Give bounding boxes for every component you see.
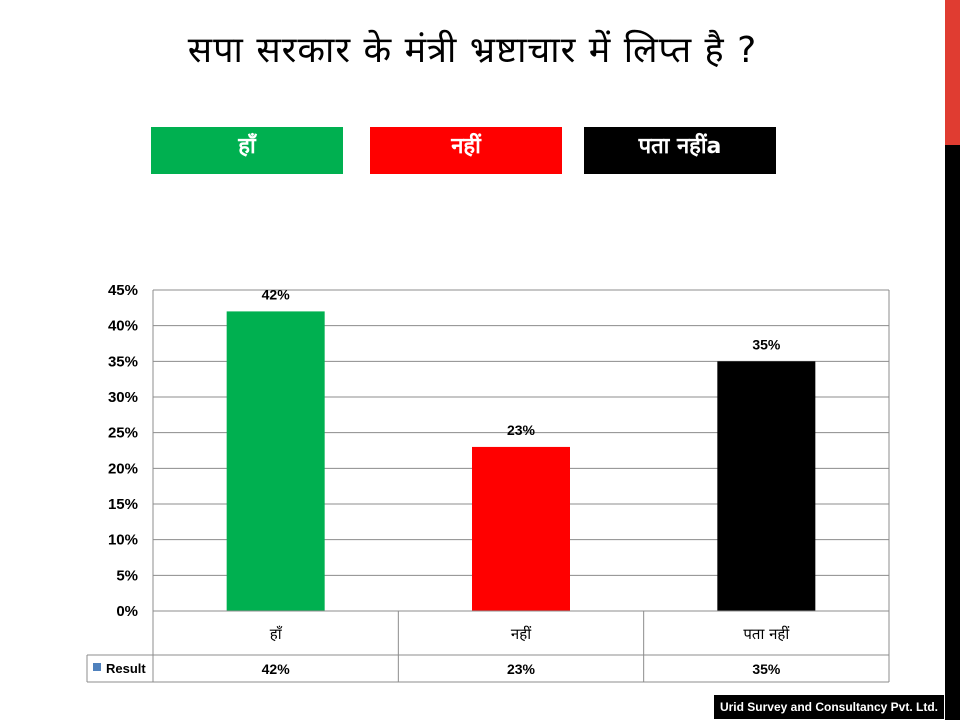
edge-accent-red	[945, 0, 960, 145]
bar	[226, 311, 325, 611]
bar-data-label: 35%	[752, 336, 781, 352]
table-legend-label: Result	[106, 661, 146, 676]
table-legend-key	[93, 663, 101, 671]
slide-title: सपा सरकार के मंत्री भ्रष्टाचार में लिप्त…	[187, 30, 758, 71]
bar-data-label: 42%	[262, 286, 291, 302]
table-value: 42%	[262, 661, 291, 677]
y-tick-label: 0%	[116, 603, 138, 620]
y-tick-label: 40%	[108, 318, 138, 335]
y-tick-label: 10%	[108, 532, 138, 549]
bar-chart: 0% 5% 10% 15% 20% 25% 30% 35% 40% 45% 42% 23% 35% हाँ…	[86, 282, 890, 683]
legend-label-dont-know: पता नहींa	[638, 134, 722, 159]
category-label: नहीं	[511, 625, 532, 643]
legend-label-yes: हाँ	[238, 134, 256, 159]
y-tick-label: 35%	[108, 353, 138, 370]
category-label: हाँ	[270, 625, 283, 643]
y-tick-label: 45%	[108, 282, 138, 299]
category-label: पता नहीं	[743, 625, 790, 643]
footer-credit: Urid Survey and Consultancy Pvt. Ltd.	[714, 695, 944, 719]
table-value: 35%	[752, 661, 781, 677]
bar	[472, 446, 570, 611]
y-tick-label: 25%	[108, 425, 138, 442]
table-value: 23%	[507, 661, 536, 677]
edge-accent-black	[945, 145, 960, 720]
bar	[717, 361, 816, 611]
y-tick-label: 5%	[116, 567, 138, 584]
y-tick-label: 20%	[108, 460, 138, 477]
legend-box-yes: हाँ	[151, 127, 343, 174]
legend-label-no: नहीं	[451, 134, 481, 159]
legend-box-dont-know: पता नहींa	[584, 127, 776, 174]
y-tick-label: 30%	[108, 389, 138, 406]
legend-box-no: नहीं	[370, 127, 562, 174]
y-tick-label: 15%	[108, 496, 138, 513]
bar-data-label: 23%	[507, 422, 536, 438]
